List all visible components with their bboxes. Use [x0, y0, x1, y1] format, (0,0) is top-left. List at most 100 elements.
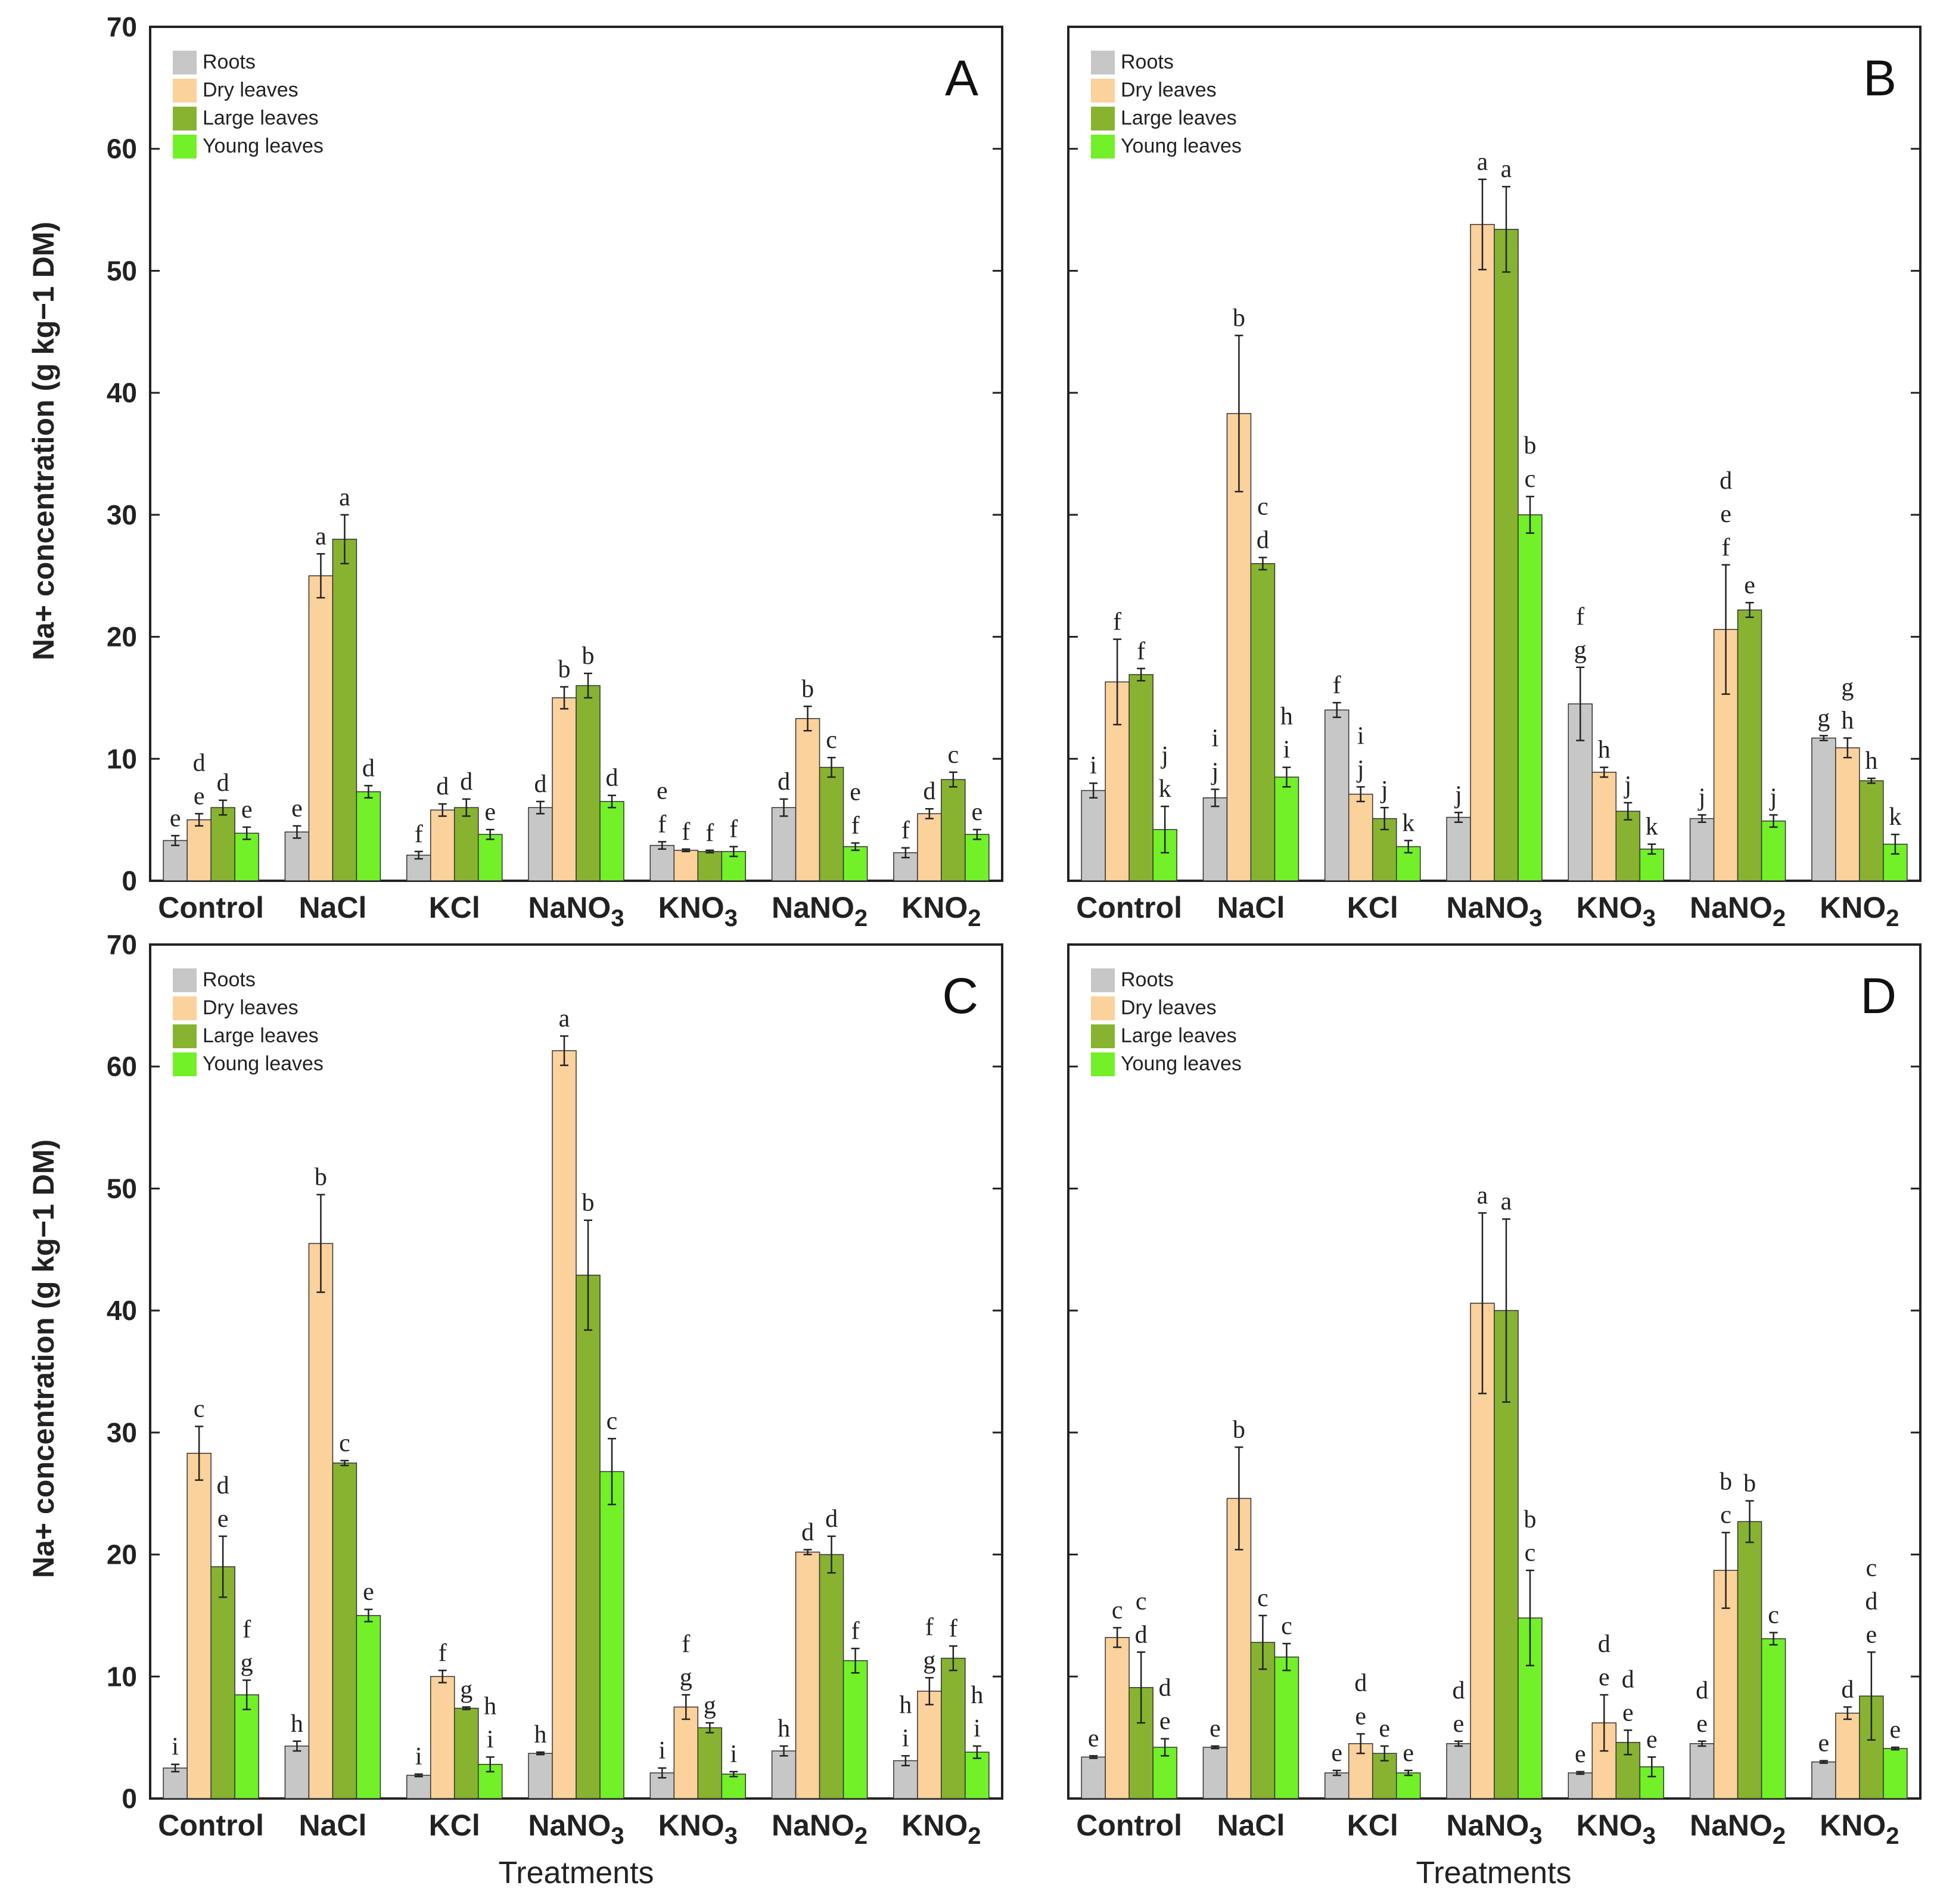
- bar: [1395, 1772, 1421, 1799]
- legend-swatch: [1091, 1052, 1115, 1076]
- significance-letter: j: [1697, 784, 1706, 811]
- significance-letter: f: [705, 819, 714, 847]
- x-tick-label: NaNO2: [772, 1809, 868, 1849]
- x-tick-label: KNO2: [901, 1809, 981, 1849]
- x-tick-label: NaNO2: [1690, 1809, 1786, 1849]
- bar: [1081, 1756, 1106, 1799]
- bar: [308, 1243, 334, 1799]
- significance-letter: c: [339, 1430, 350, 1457]
- y-tick-label: 40: [107, 377, 137, 408]
- significance-letter: f: [901, 817, 910, 844]
- significance-letter: e: [194, 782, 205, 810]
- significance-letter: i: [1090, 752, 1097, 779]
- significance-letter: e: [1622, 1699, 1634, 1726]
- bar: [453, 1707, 479, 1799]
- significance-letter: h: [1598, 737, 1610, 764]
- chart-panel-c: 0 10 20 30 40 50 60 70 C Roots Dry leaves Large lea…: [107, 929, 1003, 1849]
- significance-letter: e: [484, 799, 496, 826]
- significance-letter: h: [484, 1692, 496, 1720]
- significance-letter: e: [1744, 571, 1755, 599]
- significance-letter: f: [729, 816, 738, 843]
- bar: [1568, 1772, 1593, 1799]
- panel-letter: D: [1860, 968, 1896, 1024]
- bar: [893, 1760, 918, 1799]
- legend-label: Roots: [203, 968, 256, 991]
- x-tick-label: NaNO3: [1446, 1809, 1542, 1849]
- x-tick-label: KNO3: [1577, 1809, 1656, 1849]
- significance-letter: g: [923, 1647, 935, 1674]
- x-tick-label: NaCl: [1217, 1809, 1285, 1842]
- legend-swatch: [1091, 79, 1115, 103]
- bar: [1811, 737, 1836, 881]
- significance-letter: b: [1233, 305, 1245, 332]
- bar: [356, 791, 381, 881]
- x-tick-label: Control: [158, 1809, 264, 1842]
- bar: [917, 1691, 942, 1799]
- significance-letter: f: [658, 810, 666, 838]
- bar: [1324, 1772, 1350, 1799]
- significance-letter: e: [291, 795, 303, 822]
- x-tick-label: NaNO2: [772, 891, 868, 931]
- panel-letter: B: [1863, 50, 1896, 106]
- significance-letter: d: [217, 1472, 229, 1499]
- bar: [430, 809, 455, 881]
- significance-letter: d: [1841, 1676, 1854, 1703]
- y-tick-label: 10: [107, 1661, 137, 1692]
- significance-letter: d: [1135, 1621, 1148, 1648]
- legend-swatch: [1091, 996, 1115, 1020]
- significance-letter: i: [1212, 725, 1219, 752]
- significance-letter: g: [680, 1664, 692, 1691]
- significance-letter: b: [582, 1189, 595, 1217]
- legend-label: Large leaves: [1121, 1024, 1237, 1047]
- x-tick-label: KNO3: [658, 1809, 738, 1849]
- chart-panel-d: D Roots Dry leaves Large leaves Young leaves…: [1067, 943, 1922, 1849]
- significance-letter: a: [1501, 156, 1512, 183]
- significance-letter: e: [1159, 1708, 1171, 1735]
- significance-letter: h: [1280, 703, 1293, 731]
- bar: [308, 575, 334, 881]
- x-tick-label: NaCl: [1217, 891, 1285, 924]
- legend-label: Young leaves: [203, 1052, 324, 1075]
- significance-letter: g: [241, 1649, 253, 1676]
- bar: [1615, 810, 1641, 881]
- x-axis-label-left: Treatments: [498, 1856, 654, 1890]
- significance-letter: e: [1890, 1716, 1901, 1744]
- significance-letter: e: [850, 779, 861, 806]
- significance-letter: f: [1722, 534, 1730, 561]
- bar: [673, 1706, 699, 1799]
- significance-letter: d: [606, 765, 618, 792]
- significance-letter: f: [1113, 608, 1121, 636]
- significance-letter: c: [1768, 1602, 1779, 1629]
- significance-letter: h: [534, 1721, 547, 1748]
- bar: [1372, 1753, 1397, 1799]
- bar: [576, 685, 601, 881]
- significance-letter: f: [1137, 638, 1145, 665]
- bar: [842, 1660, 868, 1799]
- bar: [1737, 609, 1762, 881]
- bar: [673, 850, 699, 881]
- x-tick-label: KCl: [1347, 891, 1398, 924]
- significance-letter: i: [730, 1741, 737, 1768]
- bar: [430, 1676, 455, 1799]
- bar: [697, 1727, 723, 1799]
- y-tick-label: 70: [107, 929, 137, 960]
- bar: [1835, 1712, 1860, 1799]
- significance-letter: c: [1281, 1613, 1292, 1640]
- legend-label: Roots: [1121, 968, 1174, 991]
- bar: [552, 1050, 577, 1799]
- bar: [771, 1750, 797, 1799]
- significance-letter: e: [1866, 1621, 1877, 1648]
- significance-letter: a: [1477, 148, 1488, 176]
- legend-swatch: [1091, 51, 1115, 74]
- significance-letter: c: [194, 1396, 205, 1423]
- bar: [284, 831, 310, 881]
- y-tick-label: 50: [107, 255, 137, 286]
- bar: [1689, 1743, 1715, 1799]
- significance-letter: e: [1403, 1740, 1414, 1767]
- legend-swatch: [1091, 107, 1115, 131]
- x-tick-label: Control: [158, 891, 264, 924]
- significance-letter: g: [1817, 704, 1830, 732]
- bar: [1446, 816, 1471, 881]
- bar: [1105, 1637, 1130, 1799]
